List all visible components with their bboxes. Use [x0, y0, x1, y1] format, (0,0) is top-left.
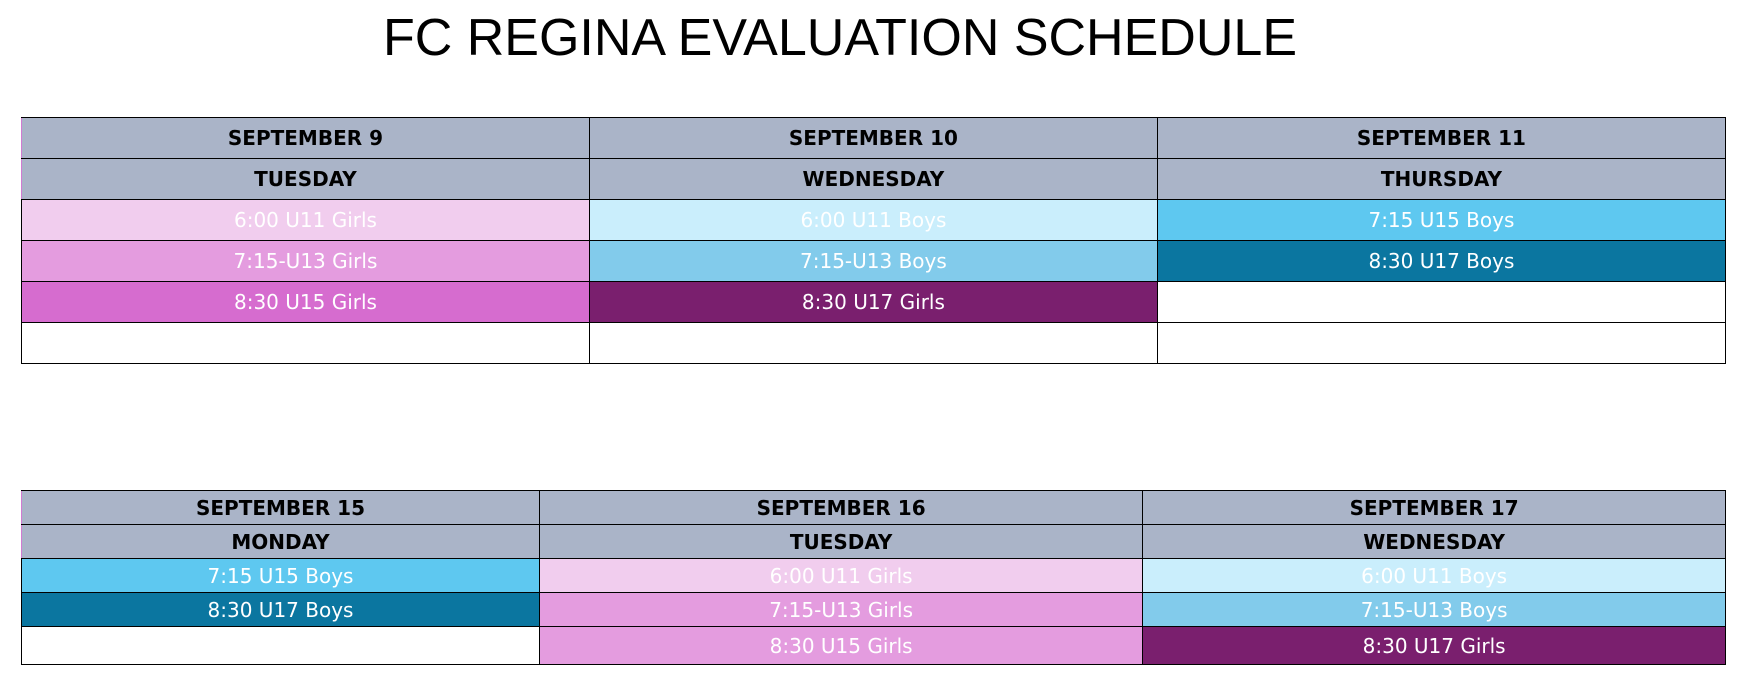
weekday-cell: MONDAY: [20, 524, 541, 559]
weekday-cell: WEDNESDAY: [588, 158, 1158, 200]
slot-row: 7:15-U13 Girls 7:15-U13 Boys 8:30 U17 Bo…: [21, 240, 1727, 282]
date-cell: SEPTEMBER 16: [539, 490, 1144, 525]
date-row: SEPTEMBER 9 SEPTEMBER 10 SEPTEMBER 11: [21, 117, 1727, 159]
time-slot-cell: [588, 322, 1158, 364]
weekday-cell: TUESDAY: [539, 524, 1144, 559]
slot-row: 8:30 U17 Boys 7:15-U13 Girls 7:15-U13 Bo…: [20, 592, 1726, 627]
slot-row: [21, 322, 1727, 364]
time-slot-cell: 6:00 U11 Girls: [21, 199, 590, 241]
time-slot-cell: 6:00 U11 Girls: [539, 558, 1144, 593]
slot-row: 7:15 U15 Boys 6:00 U11 Girls 6:00 U11 Bo…: [20, 558, 1726, 593]
weekday-cell: THURSDAY: [1156, 158, 1727, 200]
time-slot-cell: 8:30 U17 Girls: [588, 281, 1158, 323]
weekday-row: TUESDAY WEDNESDAY THURSDAY: [21, 158, 1727, 200]
date-cell: SEPTEMBER 15: [20, 490, 541, 525]
slot-row: 8:30 U15 Girls 8:30 U17 Girls: [20, 626, 1726, 665]
date-cell: SEPTEMBER 11: [1156, 117, 1727, 159]
date-row: SEPTEMBER 15 SEPTEMBER 16 SEPTEMBER 17: [20, 490, 1726, 525]
time-slot-cell: [1156, 322, 1727, 364]
time-slot-cell: 8:30 U15 Girls: [539, 626, 1144, 665]
time-slot-cell: 8:30 U17 Boys: [20, 592, 541, 627]
schedule-table-week-1: SEPTEMBER 9 SEPTEMBER 10 SEPTEMBER 11 TU…: [21, 117, 1727, 364]
page-title: FC REGINA EVALUATION SCHEDULE: [382, 9, 1298, 67]
time-slot-cell: 8:30 U17 Girls: [1142, 626, 1726, 665]
time-slot-cell: 7:15-U13 Girls: [21, 240, 590, 282]
date-cell: SEPTEMBER 17: [1142, 490, 1726, 525]
time-slot-cell: 7:15 U15 Boys: [20, 558, 541, 593]
time-slot-cell: [21, 322, 590, 364]
weekday-row: MONDAY TUESDAY WEDNESDAY: [20, 524, 1726, 559]
time-slot-cell: 7:15-U13 Girls: [539, 592, 1144, 627]
time-slot-cell: 7:15-U13 Boys: [1142, 592, 1726, 627]
slot-row: 8:30 U15 Girls 8:30 U17 Girls: [21, 281, 1727, 323]
date-cell: SEPTEMBER 10: [588, 117, 1158, 159]
time-slot-cell: 8:30 U17 Boys: [1156, 240, 1727, 282]
weekday-cell: WEDNESDAY: [1142, 524, 1726, 559]
time-slot-cell: 7:15 U15 Boys: [1156, 199, 1727, 241]
time-slot-cell: [1156, 281, 1727, 323]
time-slot-cell: 6:00 U11 Boys: [1142, 558, 1726, 593]
date-cell: SEPTEMBER 9: [21, 117, 590, 159]
time-slot-cell: 7:15-U13 Boys: [588, 240, 1158, 282]
slot-row: 6:00 U11 Girls 6:00 U11 Boys 7:15 U15 Bo…: [21, 199, 1727, 241]
time-slot-cell: [20, 626, 541, 665]
schedule-table-week-2: SEPTEMBER 15 SEPTEMBER 16 SEPTEMBER 17 M…: [20, 490, 1726, 665]
weekday-cell: TUESDAY: [21, 158, 590, 200]
time-slot-cell: 6:00 U11 Boys: [588, 199, 1158, 241]
time-slot-cell: 8:30 U15 Girls: [21, 281, 590, 323]
